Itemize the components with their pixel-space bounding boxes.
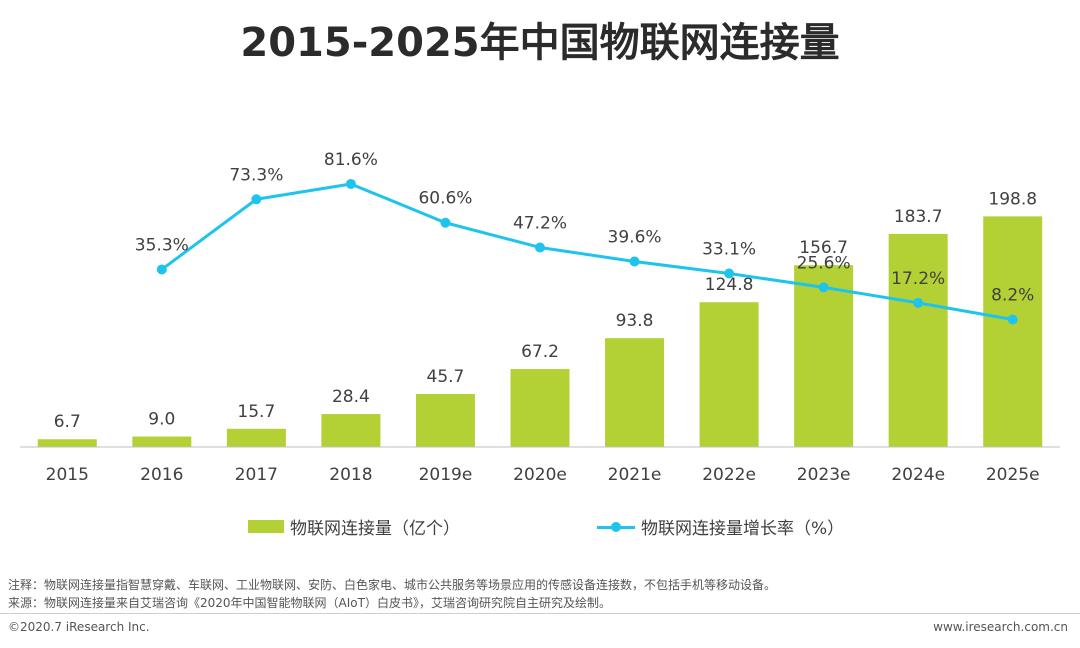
footnote-note: 注释：物联网连接量指智慧穿戴、车联网、工业物联网、安防、白色家电、城市公共服务等… <box>8 578 777 592</box>
bar-value-label: 183.7 <box>894 207 943 227</box>
growth-point-2023e <box>818 282 829 293</box>
x-tick-label: 2015 <box>46 465 89 485</box>
growth-rate-line <box>160 182 1013 321</box>
bar-2017 <box>226 428 286 447</box>
bar-value-label: 156.7 <box>799 238 848 258</box>
legend-bar: 物联网连接量（亿个） <box>248 514 460 539</box>
growth-point-2019e <box>440 217 451 228</box>
bar-2019e <box>415 393 475 447</box>
growth-value-label: 60.6% <box>418 189 472 209</box>
growth-value-label: 47.2% <box>513 213 567 233</box>
bar-value-label: 45.7 <box>427 367 465 387</box>
growth-point-2016 <box>156 264 167 275</box>
bar-2022e <box>699 302 759 447</box>
growth-point-2018 <box>345 178 356 189</box>
bar-2025e <box>983 216 1043 447</box>
bar-2024e <box>888 233 948 447</box>
growth-point-2017 <box>251 194 262 205</box>
growth-value-label: 17.2% <box>891 269 945 289</box>
bar-2020e <box>510 369 570 447</box>
x-tick-label: 2023e <box>797 465 851 485</box>
footer-copyright: ©2020.7 iResearch Inc. <box>8 620 150 634</box>
bar-value-label: 15.7 <box>237 402 275 422</box>
bar-value-label: 124.8 <box>705 275 754 295</box>
growth-value-label: 73.3% <box>229 165 283 185</box>
growth-point-2025e <box>1007 314 1018 325</box>
growth-value-label: 81.6% <box>324 150 378 170</box>
bar-2015 <box>37 439 97 447</box>
footer-website: www.iresearch.com.cn <box>933 620 1068 634</box>
x-tick-label: 2017 <box>235 465 278 485</box>
chart-title: 2015-2025年中国物联网连接量 <box>240 20 840 66</box>
x-tick-label: 2019e <box>419 465 473 485</box>
legend-line-swatch <box>597 520 635 534</box>
growth-value-label: 25.6% <box>797 253 851 273</box>
legend-line: 物联网连接量增长率（%） <box>597 514 844 539</box>
growth-value-label: 8.2% <box>991 285 1034 305</box>
x-tick-label: 2020e <box>513 465 567 485</box>
bar-value-label: 9.0 <box>148 410 175 430</box>
growth-point-2020e <box>535 242 545 253</box>
x-tick-label: 2021e <box>608 465 662 485</box>
bar-value-label: 198.8 <box>988 189 1037 209</box>
x-tick-label: 2024e <box>891 465 945 485</box>
footer-divider <box>0 613 1080 614</box>
growth-point-2024e <box>913 297 924 308</box>
bar-2021e <box>605 338 665 447</box>
legend-bar-swatch <box>248 520 284 533</box>
legend-line-label: 物联网连接量增长率（%） <box>641 519 845 539</box>
growth-value-label: 33.1% <box>702 240 756 260</box>
bar-value-label: 28.4 <box>332 387 370 407</box>
growth-point-2021e <box>629 256 640 267</box>
x-tick-label: 2022e <box>702 465 756 485</box>
legend-bar-label: 物联网连接量（亿个） <box>290 519 460 539</box>
x-tick-label: 2016 <box>140 465 183 485</box>
x-tick-label: 2018 <box>329 465 372 485</box>
growth-value-label: 39.6% <box>608 228 662 248</box>
x-tick-label: 2025e <box>986 465 1040 485</box>
bar-2016 <box>132 436 192 447</box>
bar-value-label: 67.2 <box>521 342 559 362</box>
bar-value-label: 6.7 <box>54 412 81 432</box>
footnote-source: 来源：物联网连接量来自艾瑞咨询《2020年中国智能物联网（AIoT）白皮书》，艾… <box>8 596 611 610</box>
chart-canvas: 6.7 2015 9.0 2016 15.7 2017 28.4 2018 45.7 2019e 6… <box>20 150 1060 485</box>
bar-value-label: 93.8 <box>616 311 654 331</box>
bar-2023e <box>794 265 854 447</box>
growth-value-label: 35.3% <box>135 235 189 255</box>
growth-point-2022e <box>724 268 735 279</box>
bar-2018 <box>321 414 381 447</box>
